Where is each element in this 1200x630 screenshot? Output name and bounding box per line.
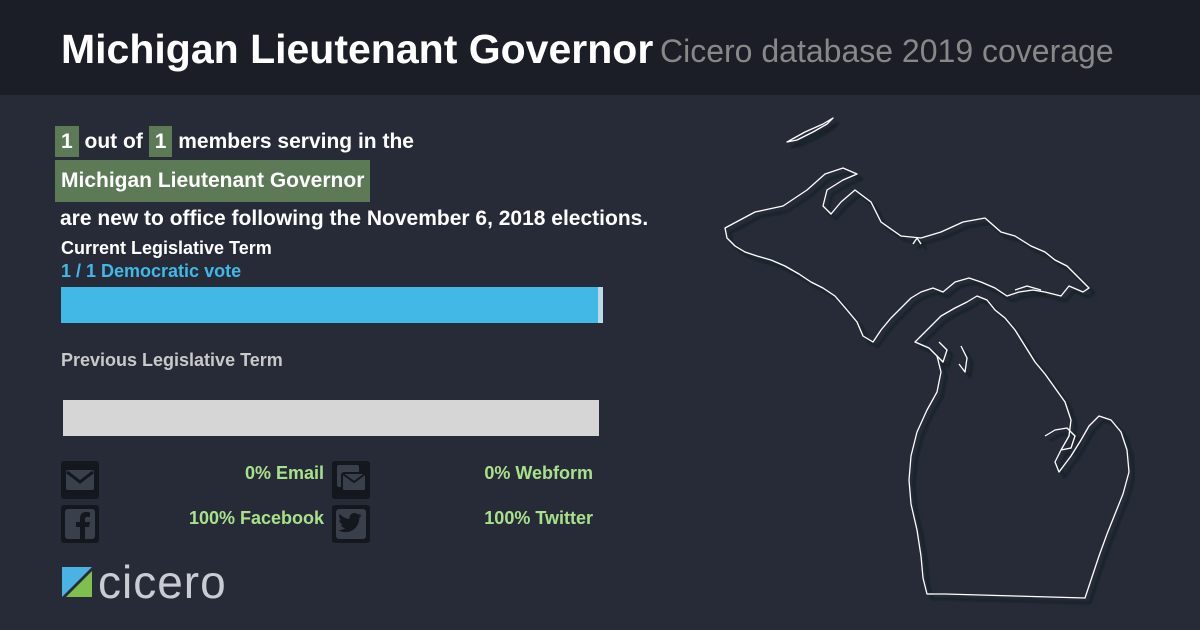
body-name-badge: Michigan Lieutenant Governor <box>55 160 371 202</box>
logo-text: cicero <box>98 556 227 608</box>
page-title: Michigan Lieutenant Governor <box>61 26 654 72</box>
email-stat: 0% Email <box>244 463 324 483</box>
facebook-stat: 100% Facebook <box>188 508 324 528</box>
democratic-fill <box>61 287 598 323</box>
summary-text: 1 out of 1 members serving in the Michig… <box>55 125 648 236</box>
cicero-logo-icon <box>62 567 92 597</box>
cicero-logo: cicero <box>62 556 227 608</box>
twitter-icon <box>332 505 370 543</box>
twitter-stat: 100% Twitter <box>484 508 593 528</box>
page-subtitle: Cicero database 2019 coverage <box>660 33 1114 69</box>
facebook-icon <box>61 505 99 543</box>
previous-term-label: Previous Legislative Term <box>61 350 283 370</box>
current-vote-label: 1 / 1 Democratic vote <box>61 261 242 281</box>
webform-stat: 0% Webform <box>484 463 593 483</box>
new-count-badge: 1 <box>55 126 79 157</box>
summary-out-of: out of <box>84 130 143 153</box>
total-count-badge: 1 <box>148 126 173 157</box>
header-bar: Michigan Lieutenant Governor Cicero data… <box>0 0 1200 95</box>
current-term-label: Current Legislative Term <box>61 238 272 258</box>
michigan-map <box>724 117 1130 599</box>
summary-members: members serving in the <box>178 130 414 153</box>
webform-icon <box>332 461 370 499</box>
previous-term-bar <box>63 400 599 436</box>
email-icon <box>61 461 99 499</box>
current-term-bar <box>61 287 603 323</box>
summary-tail: are new to office following the November… <box>60 207 649 230</box>
